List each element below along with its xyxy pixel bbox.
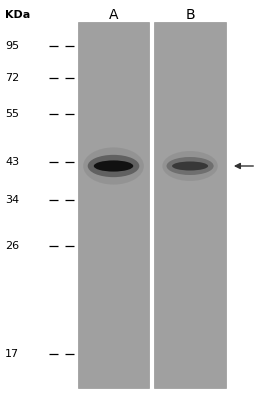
Text: 95: 95 [5, 41, 20, 51]
Ellipse shape [83, 148, 144, 185]
Text: KDa: KDa [5, 10, 31, 20]
Bar [154, 22, 226, 388]
Text: 55: 55 [5, 109, 19, 119]
Text: 17: 17 [5, 349, 20, 359]
Text: 72: 72 [5, 73, 20, 83]
Ellipse shape [172, 162, 208, 170]
Text: 43: 43 [5, 157, 20, 167]
Ellipse shape [167, 157, 214, 175]
Text: 34: 34 [5, 195, 20, 205]
Ellipse shape [88, 155, 139, 177]
Text: A: A [109, 8, 118, 22]
Ellipse shape [94, 160, 133, 172]
Text: 26: 26 [5, 241, 20, 251]
Bar [78, 22, 149, 388]
Text: B: B [185, 8, 195, 22]
Ellipse shape [162, 151, 218, 181]
